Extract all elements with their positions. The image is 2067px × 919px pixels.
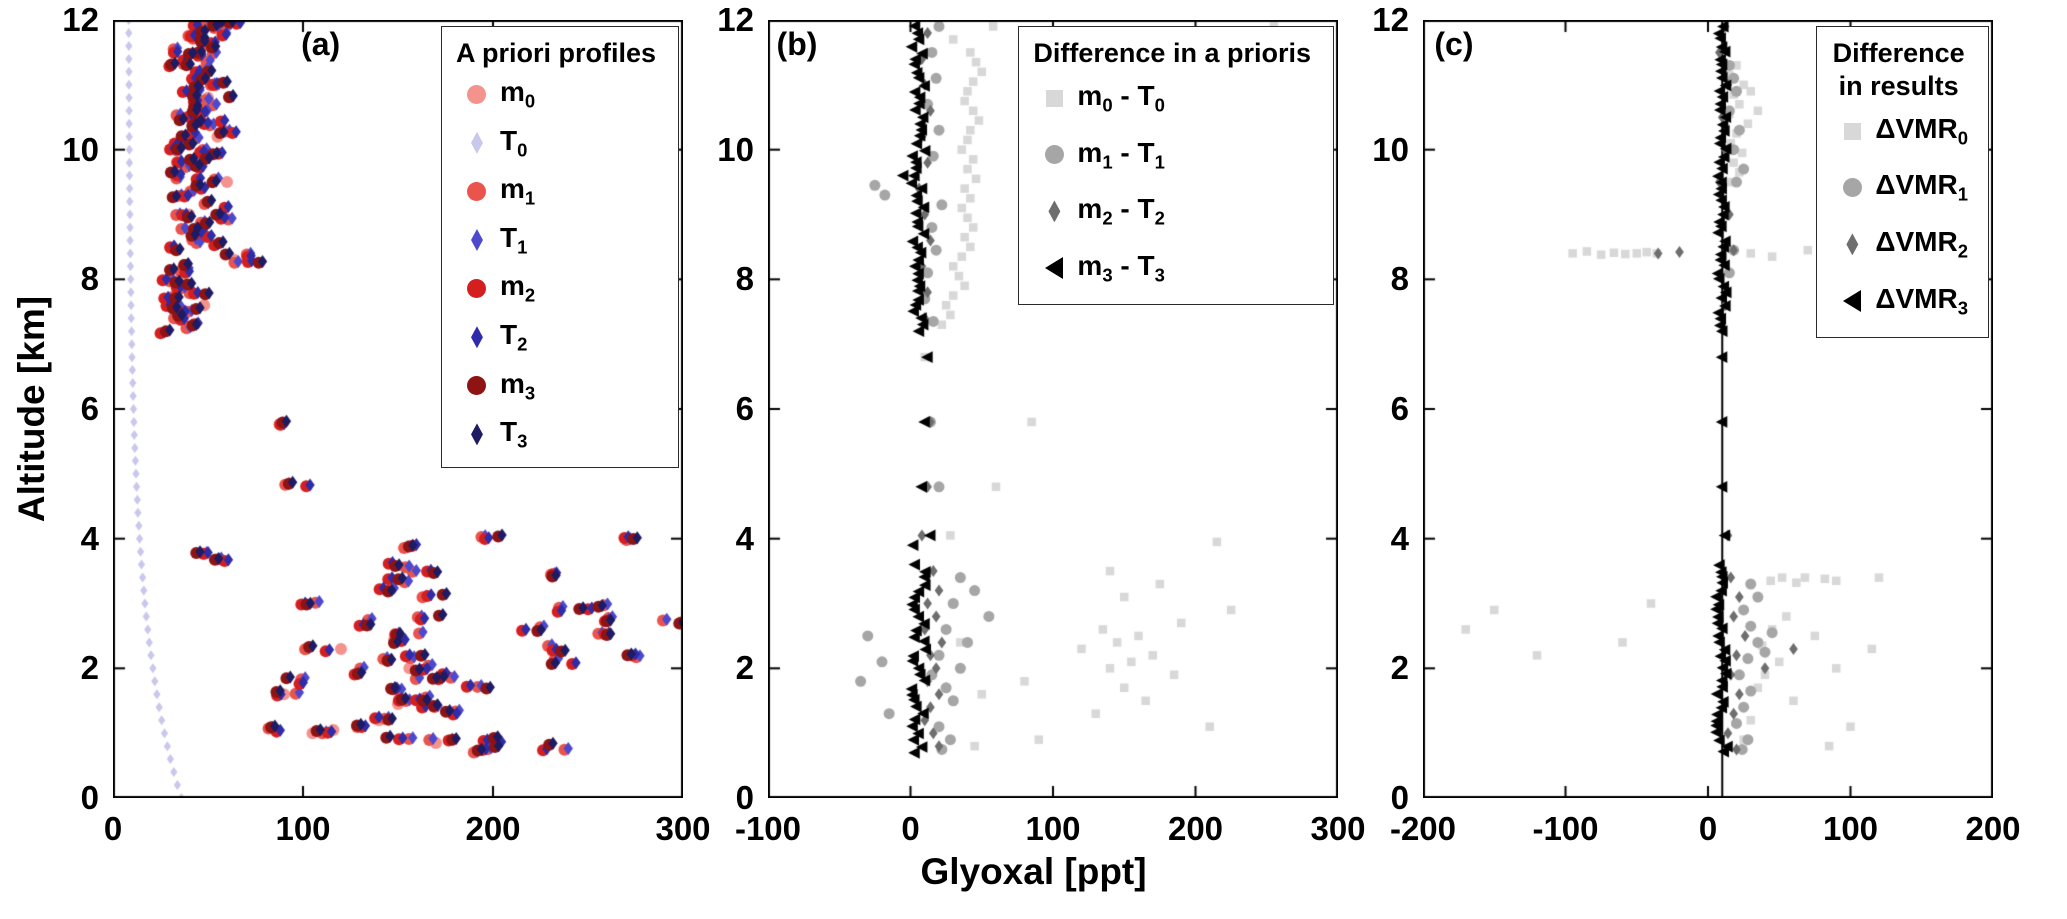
y-tick-label: 4 [735,519,754,557]
diamond-marker-icon [1846,233,1859,256]
diamond-marker-icon [471,423,483,446]
diamond-marker-icon [471,326,483,349]
x-axis-label: Glyoxal [ppt] [920,851,1147,892]
y-tick-label: 4 [80,519,99,557]
legend-item: m2 [452,264,660,313]
legend-b: Difference in a prioris m0 - T0 m1 - T1 m2 … [1018,26,1334,306]
y-tick-label: 0 [80,779,99,816]
legend-item: T1 [452,216,660,265]
legend-item-label: m2 [499,270,536,306]
x-tick-label: 0 [103,810,123,847]
legend-item-label: T1 [499,221,528,258]
square-marker-icon [1045,89,1063,107]
x-tick-label: 200 [1965,810,2021,847]
y-tick-label: 12 [1372,1,1409,38]
y-tick-label: 10 [717,130,754,168]
legend-item: ΔVMR0 [1827,103,1970,160]
legend-item: m3 - T3 [1029,240,1315,297]
y-tick-label: 2 [1390,649,1409,687]
legend-item: T3 [452,410,660,459]
legend-title: Difference [1832,38,1965,68]
x-tick-label: 200 [465,810,521,847]
x-tick-label: -100 [734,810,802,847]
x-tick-label: 300 [655,810,711,847]
diamond-marker-icon [471,131,483,154]
legend-item: m0 [452,70,660,119]
legend-item-label: m1 [499,173,536,209]
y-tick-label: 6 [1390,390,1409,427]
panel-label-c: (c) [1434,26,1474,63]
circle-marker-icon [1044,145,1064,165]
y-tick-label: 4 [1390,519,1409,557]
legend-item: m3 [452,362,660,411]
panel-c: (c) Difference in results ΔVMR0 ΔVMR1 ΔVMR2 Δ… [1372,1,2020,847]
legend-item-label: ΔVMR2 [1875,226,1968,262]
x-tick-label: 300 [1310,810,1366,847]
legend-item-label: T3 [499,416,528,452]
legend-title: in results [1838,70,1959,101]
x-tick-label: -100 [1532,810,1599,847]
x-tick-label: 100 [1025,810,1081,847]
y-tick-label: 2 [735,649,754,687]
legend-item: ΔVMR3 [1827,273,1970,330]
legend-item-label: T2 [499,318,528,355]
circle-marker-icon [467,279,487,299]
x-tick-label: 100 [275,810,331,847]
y-tick-label: 0 [1390,779,1409,816]
legend-item: T2 [452,313,660,362]
legend-item: m1 - T1 [1029,127,1315,184]
x-tick-label: -200 [1389,810,1457,847]
y-tick-label: 8 [80,260,99,298]
legend-title: Difference in a prioris [1033,38,1311,68]
x-tick-label: 100 [1822,810,1879,847]
y-tick-label: 6 [80,390,99,427]
y-tick-label: 2 [80,649,99,687]
legend-item: T0 [452,119,660,168]
legend-item-label: m0 [499,75,536,112]
circle-marker-icon [1842,178,1862,198]
y-tick-label: 0 [735,779,754,816]
legend-item-label: m2 - T2 [1077,193,1165,229]
circle-marker-icon [467,376,487,396]
y-tick-label: 10 [62,130,99,168]
legend-item: ΔVMR1 [1827,159,1970,216]
x-tick-label: 200 [1167,810,1224,847]
legend-item-label: ΔVMR1 [1875,169,1968,206]
y-tick-label: 8 [1390,260,1409,298]
legend-item: ΔVMR2 [1827,216,1970,273]
y-tick-label: 6 [735,390,754,427]
x-tick-label: 0 [901,810,920,847]
panel-label-a: (a) [301,26,341,63]
circle-marker-icon [467,84,487,104]
tri-marker-icon [1045,257,1064,280]
y-tick-label: 8 [735,260,754,298]
tri-marker-icon [1843,289,1862,312]
legend-item: m0 - T0 [1029,70,1315,127]
y-tick-label: 12 [62,1,99,38]
y-tick-label: 10 [1372,130,1409,168]
legend-item: m1 [452,167,660,216]
legend-item: m2 - T2 [1029,183,1315,240]
legend-item-label: m0 - T0 [1077,79,1165,116]
legend-item-label: T0 [499,124,528,161]
diamond-marker-icon [471,229,483,252]
panel-b: (b) Difference in a prioris m0 - T0 m1 - T… [717,1,1365,847]
diamond-marker-icon [1048,200,1061,223]
legend-c: Difference in results ΔVMR0 ΔVMR1 ΔVMR2 ΔVMR3 [1816,26,1989,339]
y-tick-label: 12 [717,1,754,38]
legend-a: A priori profiles m0 T0 m1 T1 m2 T2 m3 T3 [440,26,679,468]
legend-item-label: ΔVMR3 [1875,282,1968,319]
legend-item-label: m1 - T1 [1077,136,1165,173]
legend-item-label: ΔVMR0 [1875,112,1968,149]
circle-marker-icon [467,181,487,201]
square-marker-icon [1843,122,1861,140]
x-tick-label: 0 [1698,810,1718,847]
legend-item-label: m3 [499,367,536,404]
legend-item-label: m3 - T3 [1077,249,1165,286]
y-axis-label: Altitude [km] [11,295,52,523]
panel-label-b: (b) [776,26,818,63]
legend-title: A priori profiles [455,38,656,68]
panel-a: (a) A priori profiles m0 T0 m1 T1 m2 T2 m3 T3 0 1… [62,1,710,847]
